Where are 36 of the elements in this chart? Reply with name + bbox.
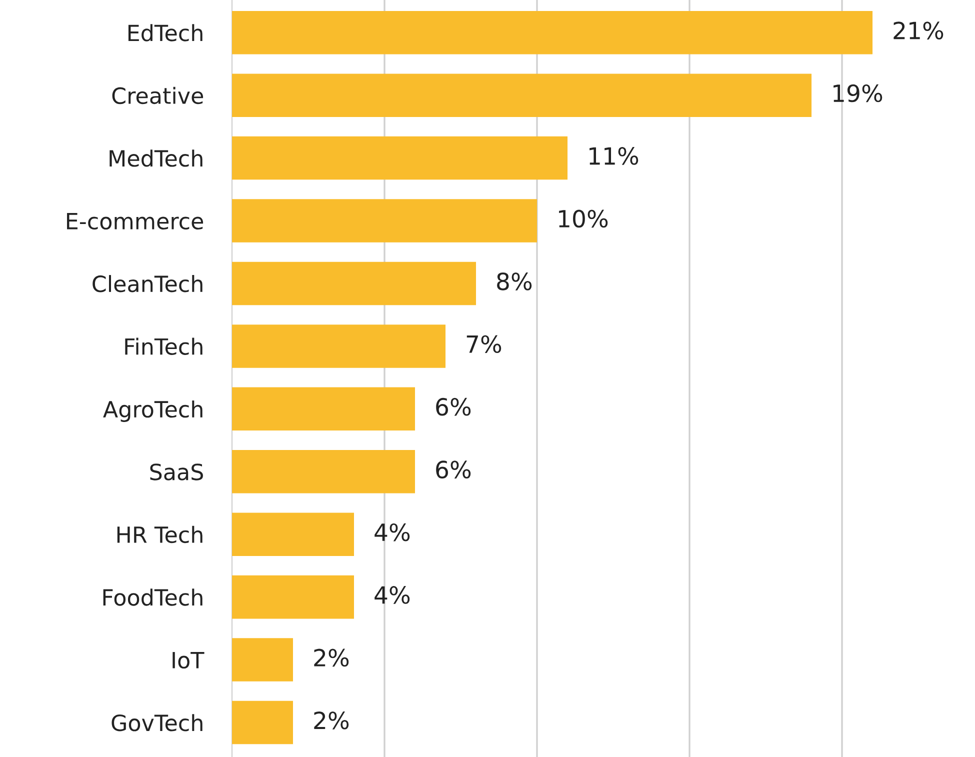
- bar: [232, 512, 354, 556]
- bar: [232, 575, 354, 619]
- y-tick-label: E-commerce: [67, 213, 204, 230]
- bar: [232, 136, 568, 180]
- bar: [232, 324, 446, 368]
- y-tick-label: HR Tech: [117, 526, 202, 544]
- bar: [232, 387, 416, 431]
- bar: [232, 450, 416, 494]
- bar: [232, 199, 538, 242]
- data-label: 2%: [314, 648, 349, 667]
- bar: [232, 262, 476, 306]
- y-tick-label: FoodTech: [103, 588, 202, 606]
- bar: [232, 700, 293, 744]
- data-label: 7%: [466, 335, 502, 354]
- y-tick-label: CleanTech: [92, 275, 202, 292]
- y-tick-label: IoT: [172, 652, 204, 669]
- y-tick-label: GovTech: [112, 714, 202, 732]
- bar: [232, 10, 873, 54]
- y-tick-label: Creative: [112, 86, 204, 104]
- data-label: 11%: [590, 147, 638, 165]
- y-tick-label: SaaS: [150, 464, 203, 480]
- y-tick-label: AgroTech: [103, 400, 202, 422]
- data-label: 6%: [436, 460, 471, 478]
- data-label: 21%: [894, 22, 944, 40]
- data-label: 19%: [834, 84, 882, 102]
- data-label: 8%: [497, 272, 532, 290]
- bar: [232, 74, 812, 117]
- data-label: 10%: [559, 210, 608, 228]
- data-label: 2%: [314, 711, 349, 730]
- y-tick-label: MedTech: [110, 150, 202, 167]
- data-label: 4%: [374, 523, 410, 542]
- data-label: 6%: [436, 398, 471, 416]
- bar: [232, 638, 293, 682]
- y-tick-label: FinTech: [125, 338, 202, 355]
- data-label: 4%: [374, 586, 410, 604]
- y-tick-label: EdTech: [128, 24, 202, 42]
